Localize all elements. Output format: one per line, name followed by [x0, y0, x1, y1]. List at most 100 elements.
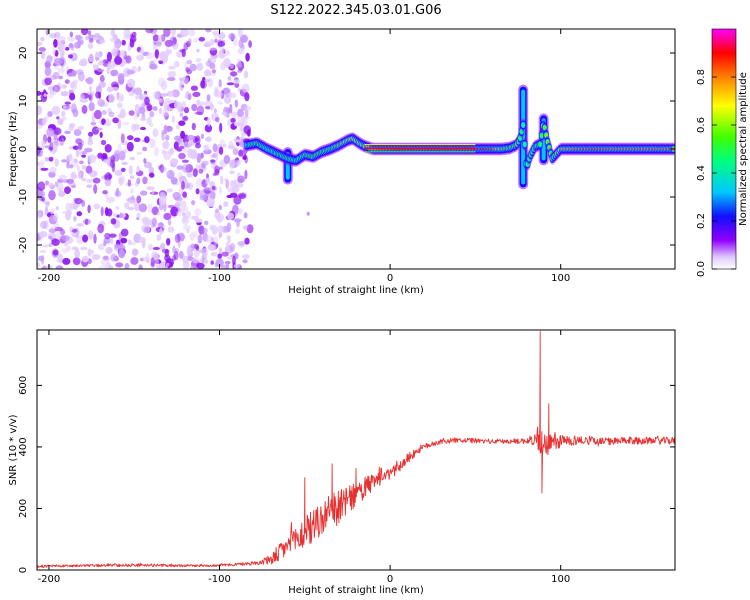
noise-blob — [233, 79, 241, 84]
noise-blob — [103, 174, 108, 181]
noise-blob — [93, 184, 98, 194]
noise-blob — [133, 87, 143, 96]
noise-blob — [244, 105, 252, 112]
noise-blob — [219, 185, 222, 195]
noise-blob — [240, 132, 247, 136]
noise-blob — [50, 225, 58, 230]
noise-blob — [142, 146, 148, 152]
noise-blob — [114, 190, 122, 197]
noise-blob — [137, 68, 141, 72]
noise-blob — [72, 108, 79, 118]
noise-blob — [152, 128, 159, 138]
noise-blob — [44, 66, 52, 77]
noise-blob — [79, 160, 84, 165]
noise-blob — [232, 148, 239, 156]
noise-blob — [48, 190, 56, 201]
noise-blob — [196, 153, 202, 164]
spectrogram-x-label: Height of straight line (km) — [288, 285, 424, 296]
spectrogram-x-tick-label: 100 — [551, 273, 570, 284]
noise-blob — [75, 34, 82, 41]
noise-blob — [167, 219, 172, 226]
noise-blob — [179, 81, 185, 91]
noise-blob — [236, 63, 243, 68]
noise-blob — [84, 218, 89, 225]
noise-blob — [186, 59, 193, 65]
noise-blob — [195, 143, 201, 149]
noise-blob — [73, 128, 82, 137]
noise-blob — [203, 227, 208, 234]
noise-blob — [48, 242, 53, 247]
noise-blob — [195, 178, 203, 188]
noise-blob — [178, 120, 186, 126]
noise-blob — [94, 33, 101, 38]
noise-blob — [42, 265, 47, 269]
noise-blob — [136, 177, 141, 185]
noise-blob — [64, 101, 71, 105]
noise-blob — [205, 235, 213, 244]
noise-blob — [158, 98, 163, 103]
noise-blob — [112, 213, 118, 217]
noise-blob — [138, 264, 143, 269]
noise-blob — [205, 177, 209, 185]
noise-blob — [188, 38, 192, 44]
noise-blob — [104, 178, 112, 187]
noise-blob — [160, 34, 166, 42]
noise-blob — [224, 50, 230, 56]
noise-blob — [114, 150, 120, 156]
noise-blob — [106, 208, 113, 217]
noise-blob — [50, 209, 55, 215]
noise-blob — [212, 143, 218, 153]
noise-blob — [87, 138, 93, 146]
noise-blob — [71, 228, 78, 233]
noise-blob — [75, 148, 80, 158]
noise-blob — [226, 235, 231, 240]
snr-x-tick-label: -100 — [208, 574, 231, 585]
noise-blob — [242, 254, 250, 260]
noise-blob — [108, 233, 117, 238]
noise-blob — [121, 121, 130, 126]
noise-blob — [128, 165, 133, 175]
noise-blob — [119, 212, 124, 219]
noise-blob — [57, 67, 62, 74]
noise-blob — [68, 164, 74, 169]
noise-blob — [61, 110, 66, 118]
noise-blob — [107, 173, 113, 180]
noise-blob — [52, 90, 57, 96]
noise-blob — [205, 106, 211, 110]
noise-blob — [42, 244, 50, 248]
noise-blob — [68, 182, 77, 187]
noise-blob — [106, 196, 115, 204]
noise-blob — [121, 161, 128, 166]
noise-blob — [143, 158, 147, 164]
noise-blob — [103, 240, 107, 247]
noise-blob — [203, 187, 212, 194]
noise-blob — [174, 196, 183, 202]
noise-blob — [54, 226, 63, 232]
noise-blob — [127, 179, 131, 187]
noise-blob — [157, 35, 162, 41]
noise-blob — [240, 122, 244, 127]
noise-blob — [52, 48, 56, 55]
noise-blob — [65, 202, 72, 212]
ridge-core — [518, 136, 522, 140]
noise-blob — [211, 225, 218, 235]
noise-blob — [198, 37, 206, 42]
noise-blob — [192, 91, 201, 97]
noise-blob — [102, 190, 108, 195]
noise-blob — [111, 48, 118, 57]
noise-blob — [90, 121, 97, 126]
noise-blob — [96, 39, 100, 44]
noise-blob — [45, 201, 50, 207]
noise-blob — [40, 50, 46, 60]
noise-blob — [129, 156, 136, 161]
noise-blob — [233, 263, 240, 269]
noise-blob — [183, 206, 189, 212]
noise-blob — [216, 213, 225, 223]
noise-blob — [176, 124, 180, 130]
noise-blob — [180, 130, 186, 139]
noise-blob — [74, 248, 80, 259]
noise-blob — [244, 169, 248, 180]
noise-blob — [151, 190, 155, 196]
noise-blob — [127, 206, 134, 211]
noise-blob — [194, 243, 199, 249]
